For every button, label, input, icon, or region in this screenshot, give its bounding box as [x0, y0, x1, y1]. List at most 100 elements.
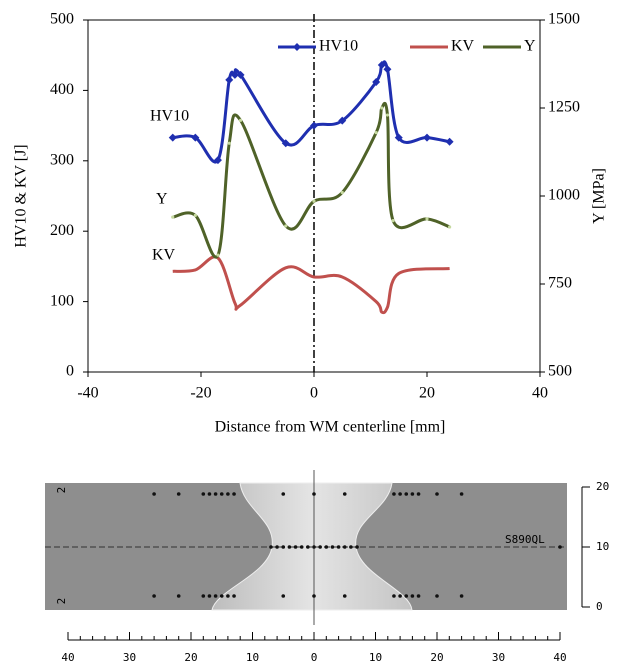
indent-dot	[207, 492, 212, 496]
indent-dot	[176, 594, 181, 598]
scale-tick-label: 20	[430, 651, 443, 664]
indent-dot	[342, 594, 347, 598]
data-point	[191, 133, 200, 142]
data-point	[236, 70, 245, 79]
x-tick-label: 20	[419, 385, 435, 402]
data-point	[340, 190, 344, 195]
indent-dot	[281, 492, 286, 496]
series-line	[172, 101, 451, 259]
indent-dot	[219, 594, 224, 598]
y2-axis-label: Y [MPa]	[591, 168, 608, 224]
scale-tick-label: 10	[369, 651, 382, 664]
series-annotation: KV	[152, 247, 176, 264]
indent-dot	[306, 545, 310, 549]
indent-dot	[398, 492, 402, 496]
data-point	[391, 219, 395, 223]
y2-tick-label: 1250	[548, 99, 580, 116]
scale-tick-label: 10	[246, 651, 259, 664]
indent-dot	[312, 492, 316, 496]
indent-dot	[312, 545, 316, 549]
data-point	[168, 133, 177, 142]
y-tick-label: 300	[50, 151, 74, 168]
indent-dot	[392, 594, 396, 598]
scale-tick-label: 20	[184, 651, 197, 664]
data-point	[380, 106, 384, 110]
indent-dot	[176, 492, 181, 496]
data-point	[374, 131, 378, 135]
indent-dot	[293, 545, 298, 549]
series-annotation: Y	[156, 191, 168, 208]
data-point	[423, 133, 431, 142]
indent-dot	[342, 545, 347, 549]
indent-dot	[152, 492, 156, 496]
y-tick-label: 0	[66, 363, 74, 380]
data-point	[394, 133, 403, 142]
data-point	[377, 61, 386, 70]
indent-dot	[342, 492, 347, 496]
indent-dot	[336, 545, 341, 549]
indent-dot	[435, 492, 439, 496]
indent-dot	[201, 492, 206, 496]
data-point	[216, 253, 220, 257]
legend-label: Y	[524, 38, 536, 55]
scale-tick-label: 40	[61, 651, 74, 664]
y-tick-label: 400	[50, 81, 74, 98]
y-tick-label: 100	[50, 292, 74, 309]
data-point	[193, 213, 197, 217]
indent-dot	[416, 594, 421, 598]
x-tick-label: -20	[190, 385, 211, 402]
y-tick-label: 500	[50, 11, 74, 28]
y-axis-label: HV10 & KV [J]	[13, 144, 30, 247]
data-point	[338, 116, 347, 125]
indent-dot	[213, 492, 218, 496]
scale-tick-label: 20	[596, 480, 609, 493]
indent-dot	[459, 594, 464, 598]
indent-dot	[207, 594, 212, 598]
scale-tick-label: 0	[596, 600, 603, 613]
y2-tick-label: 500	[548, 363, 572, 380]
indent-dot	[152, 594, 156, 598]
data-point	[425, 217, 429, 221]
indent-dot	[410, 492, 415, 496]
indent-dot	[213, 594, 218, 598]
indent-dot	[219, 492, 224, 496]
x-tick-label: 40	[532, 385, 548, 402]
indent-dot	[410, 594, 415, 598]
indent-dot	[287, 545, 292, 549]
series-line	[172, 60, 450, 164]
indent-dot	[404, 492, 409, 496]
indent-dot	[435, 594, 439, 598]
indent-dot	[392, 492, 396, 496]
indent-dot	[281, 594, 286, 598]
data-point	[230, 70, 239, 79]
indent-dot	[349, 545, 353, 549]
indent-dot	[330, 545, 335, 549]
scale-tick-label: 30	[492, 651, 505, 664]
indent-dot	[281, 545, 286, 549]
legend-label: KV	[451, 38, 475, 55]
data-point	[310, 121, 318, 130]
scale-tick-label: 0	[311, 651, 318, 664]
series-annotation: HV10	[150, 108, 189, 125]
data-point	[227, 141, 231, 145]
steel-label: S890QL	[505, 533, 545, 546]
x-axis-label: Distance from WM centerline [mm]	[215, 419, 446, 436]
x-tick-label: 0	[310, 385, 318, 402]
scale-tick-label: 40	[553, 651, 566, 664]
indent-dot	[226, 492, 230, 496]
y2-tick-label: 1000	[548, 187, 580, 204]
data-point	[372, 77, 381, 86]
indent-dot	[232, 492, 236, 496]
data-point	[445, 137, 454, 146]
legend-label: HV10	[319, 38, 358, 55]
row-mark: 2	[55, 487, 68, 494]
scale-tick-label: 10	[596, 540, 609, 553]
data-point	[171, 215, 175, 219]
indent-dot	[558, 545, 562, 549]
indent-dot	[398, 594, 402, 598]
indent-dot	[404, 594, 409, 598]
data-point	[383, 65, 392, 74]
x-tick-label: -40	[77, 385, 98, 402]
